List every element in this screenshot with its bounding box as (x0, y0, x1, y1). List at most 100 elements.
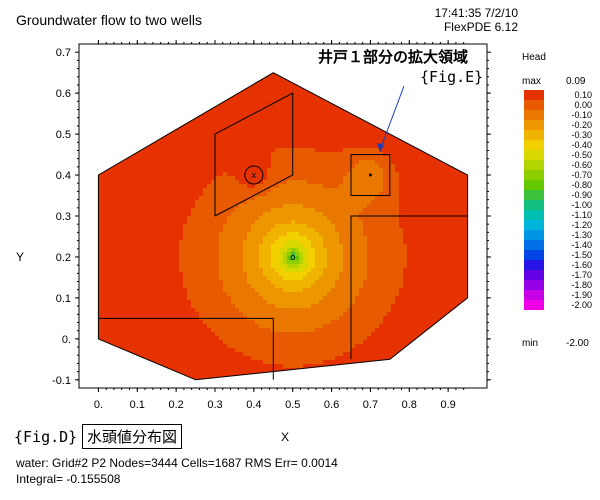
head-cell (203, 332, 208, 337)
head-cell (211, 252, 216, 257)
head-cell (103, 260, 108, 265)
head-cell (151, 364, 156, 369)
head-cell (107, 140, 112, 145)
head-cell (219, 328, 224, 333)
head-cell (215, 120, 220, 125)
head-cell (291, 340, 296, 345)
head-cell (287, 92, 292, 97)
head-cell (159, 156, 164, 161)
head-cell (243, 164, 248, 169)
head-cell (207, 160, 212, 165)
head-cell (195, 260, 200, 265)
head-cell (167, 372, 172, 377)
head-cell (175, 252, 180, 257)
head-cell (139, 92, 144, 97)
head-cell (279, 308, 284, 313)
head-cell (215, 152, 220, 157)
head-cell (167, 272, 172, 277)
head-cell (123, 236, 128, 241)
head-cell (87, 144, 92, 149)
head-cell (303, 192, 308, 197)
head-cell (239, 60, 244, 65)
head-cell (215, 128, 220, 133)
head-cell (183, 108, 188, 113)
head-cell (155, 268, 160, 273)
head-cell (155, 344, 160, 349)
head-cell (211, 372, 216, 377)
head-cell (195, 140, 200, 145)
head-cell (167, 236, 172, 241)
head-cell (135, 168, 140, 173)
head-cell (119, 196, 124, 201)
head-cell (307, 136, 312, 141)
head-cell (123, 296, 128, 301)
head-cell (99, 108, 104, 113)
head-cell (123, 64, 128, 69)
head-cell (183, 344, 188, 349)
head-cell (211, 260, 216, 265)
head-cell (251, 324, 256, 329)
head-cell (239, 332, 244, 337)
head-cell (263, 100, 268, 105)
head-cell (171, 376, 176, 380)
head-cell (115, 132, 120, 137)
head-cell (283, 244, 288, 249)
head-cell (179, 308, 184, 313)
head-cell (251, 92, 256, 97)
head-cell (231, 52, 236, 57)
head-cell (191, 92, 196, 97)
head-cell (191, 120, 196, 125)
head-cell (103, 380, 108, 385)
head-cell (291, 72, 296, 77)
head-cell (175, 300, 180, 305)
head-cell (303, 156, 308, 161)
head-cell (87, 304, 92, 309)
head-cell (295, 128, 300, 133)
head-cell (219, 320, 224, 325)
head-cell (259, 336, 264, 341)
head-cell (243, 208, 248, 213)
head-cell (203, 340, 208, 345)
head-cell (287, 112, 292, 117)
head-cell (263, 168, 268, 173)
head-cell (203, 136, 208, 141)
head-cell (223, 148, 228, 153)
head-cell (119, 80, 124, 85)
head-cell (103, 296, 108, 301)
head-cell (235, 304, 240, 309)
head-cell (98, 80, 100, 85)
head-cell (175, 172, 180, 177)
head-cell (199, 368, 204, 373)
head-cell (283, 252, 288, 257)
head-cell (183, 284, 188, 289)
head-cell (275, 180, 280, 185)
head-cell (119, 236, 124, 241)
head-cell (171, 236, 176, 241)
head-cell (175, 288, 180, 293)
head-cell (267, 268, 272, 273)
head-cell (291, 312, 296, 317)
head-cell (199, 176, 204, 181)
head-cell (115, 108, 120, 113)
head-cell (103, 88, 108, 93)
head-cell (167, 244, 172, 249)
head-cell (307, 220, 312, 225)
head-cell (299, 360, 304, 365)
head-cell (111, 60, 116, 65)
head-cell (267, 60, 272, 65)
head-cell (295, 172, 300, 177)
head-cell (307, 208, 312, 213)
head-cell (275, 332, 280, 337)
head-cell (127, 236, 132, 241)
head-cell (111, 312, 116, 317)
head-cell (219, 132, 224, 137)
head-cell (211, 144, 216, 149)
head-cell (155, 72, 160, 77)
head-cell (231, 368, 236, 373)
head-cell (247, 204, 252, 209)
head-cell (139, 100, 144, 105)
head-cell (151, 320, 156, 325)
head-cell (231, 208, 236, 213)
head-cell (259, 212, 264, 217)
head-cell (187, 84, 192, 89)
